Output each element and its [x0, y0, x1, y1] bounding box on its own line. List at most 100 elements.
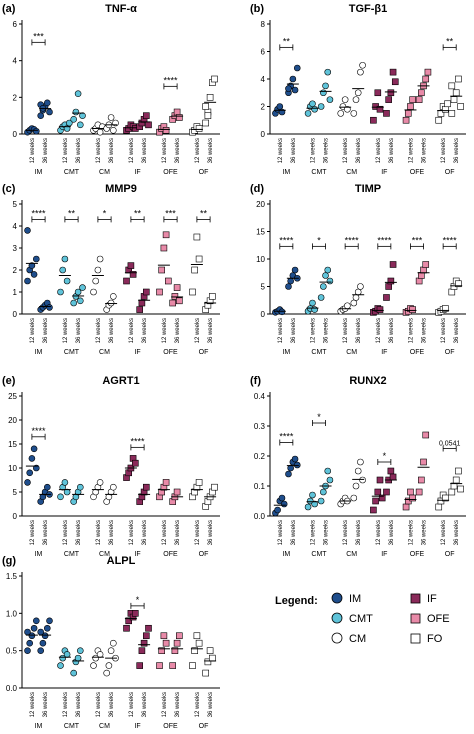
x-tick-label: 36 weeks — [291, 520, 297, 545]
group-label: CMT — [64, 723, 80, 730]
data-point — [193, 632, 201, 640]
x-tick-label: 12 weeks — [162, 138, 168, 163]
data-point — [374, 89, 382, 97]
x-tick-label: 12 weeks — [63, 138, 69, 163]
x-tick-label: 36 weeks — [208, 138, 214, 163]
group-label: IM — [35, 723, 43, 730]
data-point — [26, 469, 34, 477]
data-point — [202, 119, 209, 127]
data-point — [359, 61, 366, 69]
x-tick-label: 36 weeks — [422, 318, 428, 343]
data-point — [320, 283, 327, 290]
data-point — [191, 266, 198, 274]
data-point — [173, 284, 181, 291]
legend-square-icon — [410, 633, 421, 644]
data-point — [407, 488, 414, 496]
data-point — [354, 288, 362, 296]
data-point — [138, 647, 146, 654]
x-tick-label: 36 weeks — [43, 318, 49, 343]
data-point — [41, 632, 49, 640]
data-point — [46, 304, 53, 311]
x-tick-label: 12 weeks — [30, 318, 36, 343]
data-point — [376, 306, 384, 313]
group-label: OF — [445, 169, 455, 176]
x-tick-label: 36 weeks — [324, 138, 330, 163]
data-point — [74, 90, 82, 97]
legend-label: CMT — [349, 613, 373, 625]
x-tick-label: 12 weeks — [30, 520, 36, 545]
data-point — [359, 476, 366, 484]
panel-label: (e) — [2, 375, 16, 387]
panel-label: (d) — [250, 183, 264, 195]
x-tick-label: 12 weeks — [310, 318, 316, 343]
x-tick-label: 12 weeks — [310, 520, 316, 545]
data-point — [452, 89, 460, 97]
x-tick-label: 12 weeks — [129, 318, 135, 343]
group-label: CMT — [64, 551, 80, 558]
x-tick-label: 36 weeks — [291, 318, 297, 343]
group-label: IF — [381, 551, 387, 558]
data-point — [140, 639, 148, 647]
data-point — [337, 110, 345, 117]
significance-label: **** — [345, 235, 360, 245]
data-point — [70, 299, 77, 307]
x-tick-label: 12 weeks — [310, 138, 316, 163]
x-tick-label: 36 weeks — [109, 520, 115, 545]
group-label: IF — [134, 723, 140, 730]
data-point — [452, 476, 460, 484]
x-tick-label: 12 weeks — [162, 692, 168, 717]
data-point — [160, 244, 168, 252]
data-point — [311, 306, 318, 313]
data-point — [61, 255, 69, 263]
y-tick-label: 15 — [256, 228, 265, 237]
data-point — [24, 277, 31, 285]
data-point — [420, 266, 427, 274]
data-point — [63, 651, 71, 658]
x-tick-label: 36 weeks — [76, 520, 82, 545]
y-tick-label: 8 — [261, 20, 266, 29]
data-point — [32, 617, 40, 625]
legend: Legend: IM CMT CM IF OFE FO — [275, 592, 450, 645]
x-tick-label: 36 weeks — [356, 138, 362, 163]
x-tick-label: 36 weeks — [142, 692, 148, 717]
data-point — [138, 299, 146, 307]
group-label: OFE — [410, 349, 425, 356]
data-point — [291, 266, 299, 274]
x-tick-label: 12 weeks — [96, 520, 102, 545]
data-point — [127, 262, 135, 269]
data-point — [39, 639, 47, 647]
data-point — [136, 662, 143, 669]
data-point — [195, 125, 203, 132]
data-point — [77, 483, 84, 491]
data-point — [30, 624, 38, 632]
x-tick-label: 36 weeks — [109, 318, 115, 343]
data-point — [132, 610, 139, 617]
x-tick-label: 12 weeks — [278, 520, 284, 545]
panel-label: (a) — [2, 3, 16, 15]
data-point — [209, 293, 216, 300]
significance-label: * — [317, 235, 321, 245]
legend-label: IF — [427, 593, 437, 605]
significance-label: * — [317, 412, 321, 422]
data-point — [385, 96, 392, 103]
significance-label: **** — [377, 235, 392, 245]
data-point — [385, 283, 392, 290]
data-point — [442, 105, 449, 113]
y-tick-label: 25 — [8, 392, 17, 401]
legend-square-icon — [410, 613, 421, 624]
x-tick-label: 36 weeks — [208, 520, 214, 545]
x-tick-label: 36 weeks — [356, 520, 362, 545]
group-label: IF — [134, 551, 140, 558]
data-point — [448, 488, 456, 496]
y-tick-label: 2 — [13, 93, 18, 102]
group-label: CMT — [64, 169, 80, 176]
chart-title: TGF-β1 — [349, 3, 388, 15]
group-label: CM — [99, 723, 110, 730]
data-point — [123, 277, 130, 285]
data-point — [383, 488, 390, 496]
data-point — [344, 105, 351, 113]
data-point — [61, 479, 69, 486]
